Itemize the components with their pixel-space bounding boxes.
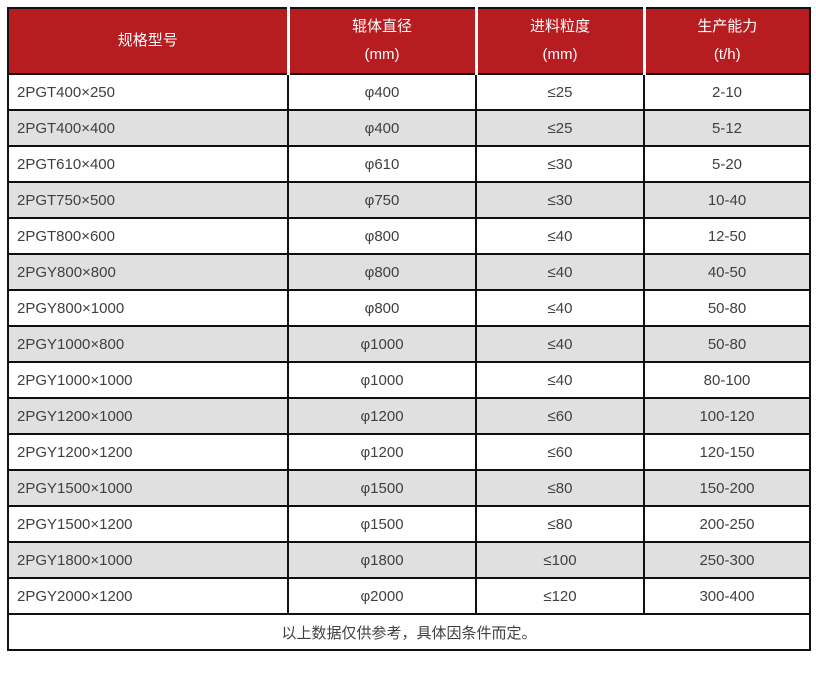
table-row: 2PGT400×400 φ400 ≤25 5-12 <box>7 109 811 147</box>
cell-capacity: 120-150 <box>643 433 811 471</box>
cell-capacity: 150-200 <box>643 469 811 507</box>
footer-note: 以上数据仅供参考，具体因条件而定。 <box>7 613 811 651</box>
table-row: 2PGY800×800 φ800 ≤40 40-50 <box>7 253 811 291</box>
table-row: 2PGY1200×1000 φ1200 ≤60 100-120 <box>7 397 811 435</box>
header-roller-diameter-label: 辊体直径 <box>351 17 412 35</box>
cell-feed-size: ≤40 <box>475 253 645 291</box>
cell-feed-size: ≤100 <box>475 541 645 579</box>
cell-roller-diameter: φ1000 <box>287 325 477 363</box>
cell-capacity: 5-12 <box>643 109 811 147</box>
header-row: 规格型号 辊体直径 (mm) 进料粒度 (mm) 生产能力 (t/h) <box>7 7 811 75</box>
cell-model: 2PGT800×600 <box>7 217 289 255</box>
header-capacity-label: 生产能力 <box>697 17 758 35</box>
cell-capacity: 2-10 <box>643 73 811 111</box>
header-model: 规格型号 <box>7 7 290 75</box>
cell-roller-diameter: φ800 <box>287 289 477 327</box>
cell-capacity: 250-300 <box>643 541 811 579</box>
cell-feed-size: ≤40 <box>475 325 645 363</box>
spec-table: 规格型号 辊体直径 (mm) 进料粒度 (mm) 生产能力 (t/h) 2PGT… <box>7 7 811 651</box>
cell-roller-diameter: φ1500 <box>287 469 477 507</box>
cell-roller-diameter: φ400 <box>287 109 477 147</box>
header-roller-diameter: 辊体直径 (mm) <box>286 7 478 75</box>
cell-capacity: 100-120 <box>643 397 811 435</box>
table-row: 2PGY2000×1200 φ2000 ≤120 300-400 <box>7 577 811 615</box>
cell-feed-size: ≤40 <box>475 289 645 327</box>
table-row: 2PGT750×500 φ750 ≤30 10-40 <box>7 181 811 219</box>
cell-roller-diameter: φ1200 <box>287 433 477 471</box>
spec-table-container: 规格型号 辊体直径 (mm) 进料粒度 (mm) 生产能力 (t/h) 2PGT… <box>7 7 811 651</box>
cell-model: 2PGY1500×1000 <box>7 469 289 507</box>
cell-roller-diameter: φ1000 <box>287 361 477 399</box>
cell-model: 2PGT750×500 <box>7 181 289 219</box>
table-header: 规格型号 辊体直径 (mm) 进料粒度 (mm) 生产能力 (t/h) <box>7 7 811 75</box>
cell-roller-diameter: φ1800 <box>287 541 477 579</box>
table-row: 2PGT800×600 φ800 ≤40 12-50 <box>7 217 811 255</box>
cell-roller-diameter: φ750 <box>287 181 477 219</box>
table-row: 2PGT400×250 φ400 ≤25 2-10 <box>7 73 811 111</box>
cell-feed-size: ≤25 <box>475 109 645 147</box>
cell-capacity: 80-100 <box>643 361 811 399</box>
cell-feed-size: ≤25 <box>475 73 645 111</box>
table-row: 2PGY1200×1200 φ1200 ≤60 120-150 <box>7 433 811 471</box>
cell-feed-size: ≤40 <box>475 361 645 399</box>
cell-model: 2PGY1800×1000 <box>7 541 289 579</box>
cell-capacity: 300-400 <box>643 577 811 615</box>
cell-roller-diameter: φ2000 <box>287 577 477 615</box>
cell-roller-diameter: φ400 <box>287 73 477 111</box>
cell-capacity: 200-250 <box>643 505 811 543</box>
cell-model: 2PGY800×800 <box>7 253 289 291</box>
table-row: 2PGY1000×800 φ1000 ≤40 50-80 <box>7 325 811 363</box>
cell-model: 2PGT400×250 <box>7 73 289 111</box>
header-roller-diameter-unit: (mm) <box>364 46 400 63</box>
cell-capacity: 50-80 <box>643 289 811 327</box>
cell-capacity: 40-50 <box>643 253 811 291</box>
cell-feed-size: ≤60 <box>475 433 645 471</box>
table-row: 2PGT610×400 φ610 ≤30 5-20 <box>7 145 811 183</box>
cell-roller-diameter: φ800 <box>287 217 477 255</box>
cell-roller-diameter: φ1200 <box>287 397 477 435</box>
cell-feed-size: ≤80 <box>475 505 645 543</box>
header-feed-size: 进料粒度 (mm) <box>474 7 646 75</box>
cell-model: 2PGT610×400 <box>7 145 289 183</box>
table-row: 2PGY1500×1000 φ1500 ≤80 150-200 <box>7 469 811 507</box>
header-capacity: 生产能力 (t/h) <box>642 7 811 75</box>
cell-model: 2PGY1000×800 <box>7 325 289 363</box>
cell-feed-size: ≤120 <box>475 577 645 615</box>
cell-capacity: 10-40 <box>643 181 811 219</box>
table-footer: 以上数据仅供参考，具体因条件而定。 <box>7 613 811 651</box>
header-feed-size-label: 进料粒度 <box>529 17 590 35</box>
cell-model: 2PGY1200×1000 <box>7 397 289 435</box>
cell-capacity: 12-50 <box>643 217 811 255</box>
header-feed-size-unit: (mm) <box>542 46 578 63</box>
cell-roller-diameter: φ1500 <box>287 505 477 543</box>
cell-capacity: 5-20 <box>643 145 811 183</box>
cell-feed-size: ≤40 <box>475 217 645 255</box>
cell-feed-size: ≤30 <box>475 181 645 219</box>
header-capacity-unit: (t/h) <box>713 46 741 63</box>
cell-roller-diameter: φ800 <box>287 253 477 291</box>
cell-roller-diameter: φ610 <box>287 145 477 183</box>
table-body: 2PGT400×250 φ400 ≤25 2-10 2PGT400×400 φ4… <box>7 73 811 615</box>
cell-model: 2PGY2000×1200 <box>7 577 289 615</box>
cell-feed-size: ≤30 <box>475 145 645 183</box>
cell-model: 2PGY1200×1200 <box>7 433 289 471</box>
cell-model: 2PGY1500×1200 <box>7 505 289 543</box>
table-row: 2PGY800×1000 φ800 ≤40 50-80 <box>7 289 811 327</box>
cell-feed-size: ≤60 <box>475 397 645 435</box>
cell-model: 2PGY800×1000 <box>7 289 289 327</box>
cell-model: 2PGY1000×1000 <box>7 361 289 399</box>
table-row: 2PGY1800×1000 φ1800 ≤100 250-300 <box>7 541 811 579</box>
header-model-label: 规格型号 <box>117 31 178 49</box>
cell-model: 2PGT400×400 <box>7 109 289 147</box>
table-row: 2PGY1500×1200 φ1500 ≤80 200-250 <box>7 505 811 543</box>
cell-feed-size: ≤80 <box>475 469 645 507</box>
footer-row: 以上数据仅供参考，具体因条件而定。 <box>7 613 811 651</box>
table-row: 2PGY1000×1000 φ1000 ≤40 80-100 <box>7 361 811 399</box>
cell-capacity: 50-80 <box>643 325 811 363</box>
